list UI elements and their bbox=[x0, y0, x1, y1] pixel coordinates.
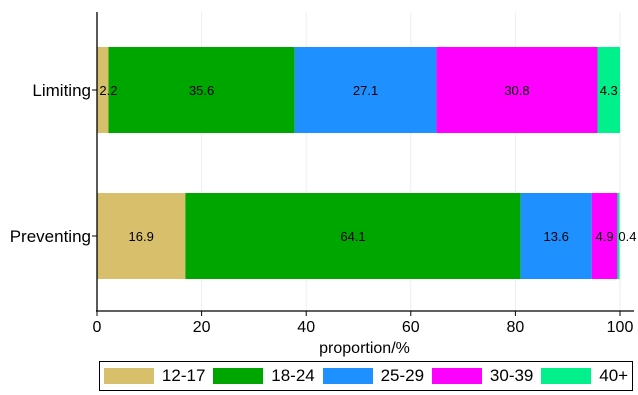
data-label: 30.8 bbox=[504, 83, 529, 98]
data-label: 64.1 bbox=[340, 229, 365, 244]
legend-label: 30-39 bbox=[489, 366, 534, 385]
x-tick-label: 100 bbox=[607, 319, 634, 336]
legend-item: 18-24 bbox=[213, 366, 315, 386]
data-label: 27.1 bbox=[353, 83, 378, 98]
legend-label: 25-29 bbox=[380, 366, 425, 385]
bar-segment bbox=[591, 193, 618, 279]
legend-swatch bbox=[322, 368, 373, 384]
bar-segment bbox=[597, 47, 620, 133]
x-tick-label: 0 bbox=[93, 319, 102, 336]
legend-item: 30-39 bbox=[431, 366, 534, 386]
x-tick-label: 80 bbox=[507, 319, 525, 336]
legend-swatch bbox=[103, 368, 154, 384]
bar-segment bbox=[436, 47, 598, 133]
data-label: 2.2 bbox=[99, 83, 117, 98]
y-tick-label: Limiting bbox=[32, 81, 91, 100]
legend-label: 40+ bbox=[599, 366, 629, 385]
legend-item: 25-29 bbox=[322, 366, 425, 386]
bar-segment bbox=[185, 193, 521, 279]
bar-segment bbox=[97, 47, 109, 133]
bar-segment bbox=[617, 193, 620, 279]
x-tick-label: 60 bbox=[402, 319, 420, 336]
bar-segment bbox=[520, 193, 592, 279]
x-tick-labels: 0 20 40 60 80 100 bbox=[93, 311, 634, 336]
data-label: 16.9 bbox=[129, 229, 154, 244]
legend-item: 40+ bbox=[541, 366, 628, 386]
y-tick-label: Preventing bbox=[10, 227, 91, 246]
legend: 12-17 18-24 25-29 30-39 40+ bbox=[99, 361, 633, 391]
bar-segment bbox=[97, 193, 186, 279]
legend-swatch bbox=[213, 368, 264, 384]
legend-swatch bbox=[431, 368, 482, 384]
x-tick-label: 40 bbox=[297, 319, 315, 336]
legend-label: 12-17 bbox=[161, 366, 206, 385]
legend-swatch bbox=[541, 368, 592, 384]
bar-segments bbox=[97, 47, 620, 279]
bar-segment bbox=[294, 47, 437, 133]
x-axis-label: proportion/% bbox=[319, 340, 410, 357]
data-label: 35.6 bbox=[189, 83, 214, 98]
data-label: 4.3 bbox=[600, 83, 618, 98]
data-labels: 2.2 35.6 27.1 30.8 4.3 16.9 64.1 13.6 4.9 0.4 bbox=[99, 83, 636, 244]
y-tick-labels: Limiting Preventing bbox=[10, 81, 97, 246]
legend-item: 12-17 bbox=[103, 366, 206, 386]
x-tick-label: 20 bbox=[193, 319, 211, 336]
data-label: 13.6 bbox=[544, 229, 569, 244]
legend-label: 18-24 bbox=[271, 366, 315, 385]
axes bbox=[96, 12, 634, 312]
data-label: 0.4 bbox=[618, 229, 636, 244]
bar-segment bbox=[108, 47, 295, 133]
data-label: 4.9 bbox=[596, 229, 614, 244]
